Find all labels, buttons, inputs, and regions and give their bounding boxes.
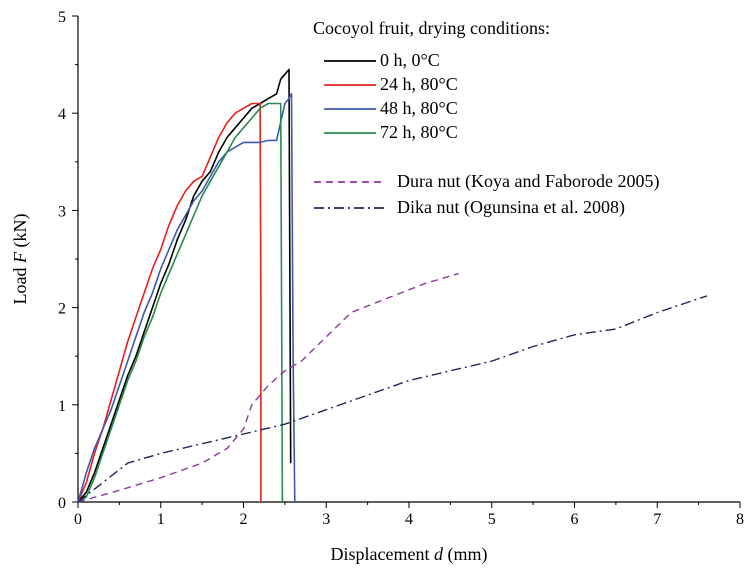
x-tick-label: 2 [240,511,248,528]
legend-label: 72 h, 80°C [380,122,458,142]
series-line [77,102,284,503]
series-line [77,93,296,503]
x-tick-label: 8 [736,511,744,528]
legend-label: 0 h, 0°C [380,50,440,70]
x-tick-label: 6 [571,511,579,528]
x-tick-label: 4 [405,511,413,528]
axis-ticks: 0 1 2 3 4 5 6 7 8 0 1 2 3 4 5 [58,9,744,528]
y-tick-label: 5 [58,9,66,26]
y-tick-label: 4 [58,106,66,123]
legend-label: 24 h, 80°C [380,74,458,94]
series-line [77,272,459,503]
y-tick-label: 0 [58,495,66,512]
y-tick-label: 2 [58,301,66,318]
x-tick-label: 3 [322,511,330,528]
legend-title: Cocoyol fruit, drying conditions: [313,18,550,38]
legend-label: 48 h, 80°C [380,98,458,118]
x-tick-label: 7 [653,511,661,528]
x-tick-label: 5 [488,511,496,528]
series-lines [77,68,708,503]
legend-label: Dika nut (Ogunsina et al. 2008) [397,197,625,218]
legend: Cocoyol fruit, drying conditions: 0 h, 0°… [313,18,659,218]
y-tick-label: 1 [58,398,66,415]
series-line [77,102,262,503]
series-line [77,295,708,503]
x-tick-label: 1 [157,511,165,528]
legend-label: Dura nut (Koya and Faborode 2005) [397,171,659,192]
y-axis-label: Load F (kN) [10,214,31,305]
series-line [77,68,292,503]
x-axis-label: Displacement d (mm) [331,544,488,565]
y-tick-label: 3 [58,203,66,220]
x-tick-label: 0 [74,511,82,528]
